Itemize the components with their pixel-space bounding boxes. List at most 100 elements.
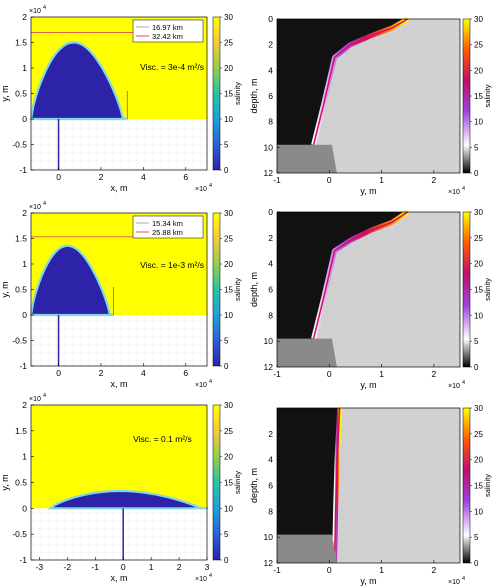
y-tick-label: -1 — [19, 555, 27, 565]
colorbar-tick-label: 5 — [474, 337, 479, 346]
colorbar-tick-label: 10 — [224, 504, 233, 513]
y-tick-label: 1 — [22, 259, 27, 269]
x-tick-label: 6 — [183, 172, 188, 182]
colorbar-2: 0 5 10 15 20 25 30 salinity — [462, 15, 492, 178]
salinity-front-core — [312, 18, 409, 145]
y-tick-label: 0 — [22, 503, 27, 513]
colorbar-gradient — [462, 18, 471, 174]
x-tick-label: -1 — [273, 565, 281, 575]
y-tick-label: 8 — [268, 310, 273, 320]
y-tick-label: 1.5 — [15, 426, 27, 436]
plume-area — [29, 244, 114, 317]
x-tick-label: -1 — [91, 562, 99, 572]
colorbar-tick-label: 5 — [474, 533, 479, 542]
colorbar-tick-label: 15 — [474, 482, 483, 491]
colorbar-tick-label: 30 — [224, 401, 233, 410]
x-tick-label: 2 — [99, 368, 104, 378]
colorbar-gradient — [212, 16, 221, 171]
y-tick-label: 8 — [268, 506, 273, 516]
colorbar-tick-label: 30 — [474, 404, 483, 413]
y-tick-label: 4 — [268, 65, 273, 75]
y-axis-label: depth, m — [249, 78, 259, 113]
x-tick-label: -1 — [273, 175, 281, 185]
x-tick-label: 1 — [379, 565, 384, 575]
legend-label: 16.97 km — [152, 23, 183, 32]
salinity-front-core — [333, 407, 341, 564]
legend-box — [132, 215, 204, 239]
colorbar-tick-label: 20 — [474, 66, 483, 75]
y-axis-label: depth, m — [249, 272, 259, 307]
fresh-water-region — [277, 212, 408, 367]
colorbar-tick-label: 15 — [224, 479, 233, 488]
y-tick-label: 4 — [268, 455, 273, 465]
colorbar-gradient — [462, 407, 471, 564]
y-tick-label: 1 — [22, 452, 27, 462]
legend-label: 32.42 km — [152, 32, 183, 41]
y-tick-label: 10 — [264, 142, 274, 152]
y-tick-label: 2 — [22, 12, 27, 22]
colorbar-tick-label: 30 — [474, 208, 483, 217]
y-tick-label: 1 — [22, 63, 27, 73]
colorbar-label: salinity — [233, 471, 242, 494]
bathymetry-step — [277, 144, 337, 173]
colorbar-tick-label: 0 — [224, 556, 229, 565]
colorbar-5: 0 5 10 15 20 25 30 salinity — [212, 401, 242, 565]
x-tick-label: 1 — [379, 175, 384, 185]
colorbar-4: 0 5 10 15 20 25 30 salinity — [462, 208, 492, 372]
legend-label: 25.88 km — [152, 228, 183, 237]
y-tick-label: 12 — [264, 558, 274, 568]
x-tick-label: 1 — [149, 562, 154, 572]
y-tick-label: 6 — [268, 285, 273, 295]
y-tick-label: -0.5 — [12, 140, 27, 150]
x-exponent-label: ×10 — [195, 576, 207, 583]
colorbar-tick-label: 20 — [224, 260, 233, 269]
x-exponent-label: ×10 — [448, 579, 460, 586]
y-tick-label: 0.5 — [15, 285, 27, 295]
x-exponent-power: 4 — [462, 186, 465, 192]
x-tick-label: 2 — [431, 565, 436, 575]
bathymetry-step — [277, 534, 337, 563]
colorbar-label: salinity — [233, 82, 242, 105]
y-tick-label: 2 — [22, 208, 27, 218]
y-axis-label: y, m — [0, 281, 10, 297]
plume-area — [47, 489, 209, 510]
colorbar-tick-label: 30 — [224, 209, 233, 218]
y-tick-label: 12 — [264, 168, 274, 178]
y-tick-label: 0.5 — [15, 89, 27, 99]
y-tick-label: 0 — [22, 310, 27, 320]
colorbar-tick-label: 10 — [474, 311, 483, 320]
colorbar-tick-label: 20 — [224, 64, 233, 73]
colorbar-tick-label: 20 — [474, 456, 483, 465]
legend-label: 15.34 km — [152, 219, 183, 228]
x-axis-label: y, m — [360, 380, 376, 390]
y-tick-label: 1.5 — [15, 234, 27, 244]
x-exponent-power: 4 — [209, 573, 212, 579]
y-tick-label: -0.5 — [12, 336, 27, 346]
viscosity-annotation: Visc. = 3e-4 m²/s — [140, 62, 204, 72]
land-grid — [31, 315, 207, 366]
colorbar-tick-label: 15 — [224, 90, 233, 99]
colorbar-6: 0 5 10 15 20 25 30 salinity — [462, 404, 492, 568]
y-exponent-power: 4 — [43, 201, 46, 207]
colorbar-tick-label: 0 — [474, 169, 479, 178]
x-tick-label: -1 — [273, 369, 281, 379]
y-exponent-label: ×10 — [29, 396, 41, 403]
x-tick-label: 0 — [327, 369, 332, 379]
x-tick-label: 2 — [177, 562, 182, 572]
axes-5: -3 -2 -1 0 1 2 3-1-0.500.511.52x, my, m×10 4×10… — [0, 393, 212, 583]
land-grid — [31, 119, 207, 170]
x-tick-label: 0 — [327, 175, 332, 185]
viscosity-annotation: Visc. = 1e-3 m²/s — [140, 260, 204, 270]
x-exponent-power: 4 — [462, 380, 465, 386]
y-exponent-label: ×10 — [29, 8, 41, 15]
y-tick-label: 12 — [264, 362, 274, 372]
x-exponent-label: ×10 — [448, 189, 460, 196]
x-tick-label: 1 — [379, 369, 384, 379]
x-tick-label: 0 — [56, 368, 61, 378]
y-exponent-label: ×10 — [29, 204, 41, 211]
x-axis-label: y, m — [360, 576, 376, 586]
x-tick-label: -3 — [36, 562, 44, 572]
x-exponent-label: ×10 — [195, 186, 207, 193]
